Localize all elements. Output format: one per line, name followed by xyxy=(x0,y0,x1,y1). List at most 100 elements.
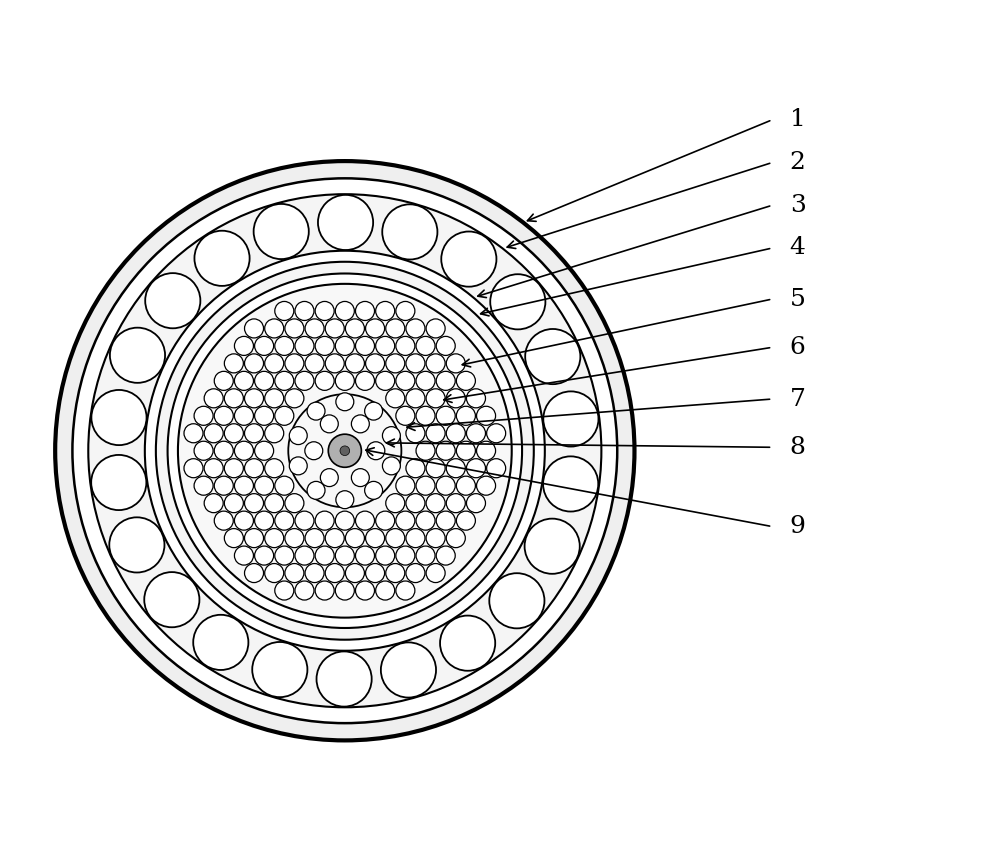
Circle shape xyxy=(255,546,274,565)
Circle shape xyxy=(214,371,233,390)
Circle shape xyxy=(406,354,425,373)
Circle shape xyxy=(386,493,405,512)
Circle shape xyxy=(234,336,253,355)
Circle shape xyxy=(315,336,334,355)
Circle shape xyxy=(255,407,274,426)
Circle shape xyxy=(446,388,465,407)
Circle shape xyxy=(224,493,243,512)
Circle shape xyxy=(336,491,354,509)
Circle shape xyxy=(275,371,294,390)
Circle shape xyxy=(204,493,223,512)
Circle shape xyxy=(345,354,364,373)
Circle shape xyxy=(305,354,324,373)
Circle shape xyxy=(295,371,314,390)
Text: 7: 7 xyxy=(790,388,806,410)
Circle shape xyxy=(382,427,400,445)
Circle shape xyxy=(109,518,164,572)
Circle shape xyxy=(382,457,400,475)
Circle shape xyxy=(386,319,405,338)
Circle shape xyxy=(355,512,375,530)
Circle shape xyxy=(305,529,324,548)
Circle shape xyxy=(245,564,264,583)
Circle shape xyxy=(366,319,385,338)
Circle shape xyxy=(416,512,435,530)
Circle shape xyxy=(295,512,314,530)
Circle shape xyxy=(305,564,324,583)
Circle shape xyxy=(255,476,274,495)
Circle shape xyxy=(305,319,324,338)
Circle shape xyxy=(416,407,435,426)
Circle shape xyxy=(275,476,294,495)
Circle shape xyxy=(156,262,534,640)
Circle shape xyxy=(275,302,294,321)
Circle shape xyxy=(320,415,338,433)
Circle shape xyxy=(234,476,253,495)
Circle shape xyxy=(214,512,233,530)
Circle shape xyxy=(365,481,383,499)
Circle shape xyxy=(325,529,344,548)
Circle shape xyxy=(345,319,364,338)
Circle shape xyxy=(285,388,304,407)
Text: 5: 5 xyxy=(790,288,806,310)
Circle shape xyxy=(386,564,405,583)
Circle shape xyxy=(193,615,248,670)
Text: 8: 8 xyxy=(790,436,806,459)
Circle shape xyxy=(325,319,344,338)
Circle shape xyxy=(295,336,314,355)
Circle shape xyxy=(168,273,522,628)
Circle shape xyxy=(307,481,325,499)
Circle shape xyxy=(345,529,364,548)
Circle shape xyxy=(477,407,496,426)
Circle shape xyxy=(355,581,375,600)
Circle shape xyxy=(396,476,415,495)
Circle shape xyxy=(446,424,465,443)
Circle shape xyxy=(320,469,338,486)
Circle shape xyxy=(255,512,274,530)
Circle shape xyxy=(245,319,264,338)
Circle shape xyxy=(255,371,274,390)
Circle shape xyxy=(335,336,354,355)
Circle shape xyxy=(366,564,385,583)
Circle shape xyxy=(194,441,213,460)
Circle shape xyxy=(275,512,294,530)
Circle shape xyxy=(355,371,375,390)
Circle shape xyxy=(275,546,294,565)
Circle shape xyxy=(436,441,455,460)
Circle shape xyxy=(456,371,475,390)
Circle shape xyxy=(406,529,425,548)
Circle shape xyxy=(487,424,506,443)
Circle shape xyxy=(285,354,304,373)
Circle shape xyxy=(145,273,200,329)
Circle shape xyxy=(194,407,213,426)
Circle shape xyxy=(214,476,233,495)
Circle shape xyxy=(245,493,264,512)
Circle shape xyxy=(396,302,415,321)
Text: 9: 9 xyxy=(790,515,806,538)
Circle shape xyxy=(345,564,364,583)
Text: 4: 4 xyxy=(790,237,806,259)
Circle shape xyxy=(289,427,307,445)
Circle shape xyxy=(426,564,445,583)
Circle shape xyxy=(204,388,223,407)
Circle shape xyxy=(446,493,465,512)
Circle shape xyxy=(525,329,580,384)
Circle shape xyxy=(224,529,243,548)
Circle shape xyxy=(426,529,445,548)
Text: 3: 3 xyxy=(790,193,806,217)
Circle shape xyxy=(416,441,435,460)
Circle shape xyxy=(265,424,284,443)
Circle shape xyxy=(543,391,598,447)
Circle shape xyxy=(289,457,307,475)
Circle shape xyxy=(416,546,435,565)
Circle shape xyxy=(305,442,323,460)
Circle shape xyxy=(382,205,437,259)
Circle shape xyxy=(88,194,601,707)
Circle shape xyxy=(285,564,304,583)
Circle shape xyxy=(194,476,213,495)
Circle shape xyxy=(406,459,425,478)
Circle shape xyxy=(265,388,284,407)
Circle shape xyxy=(456,441,475,460)
Circle shape xyxy=(376,512,395,530)
Circle shape xyxy=(406,493,425,512)
Circle shape xyxy=(144,572,199,627)
